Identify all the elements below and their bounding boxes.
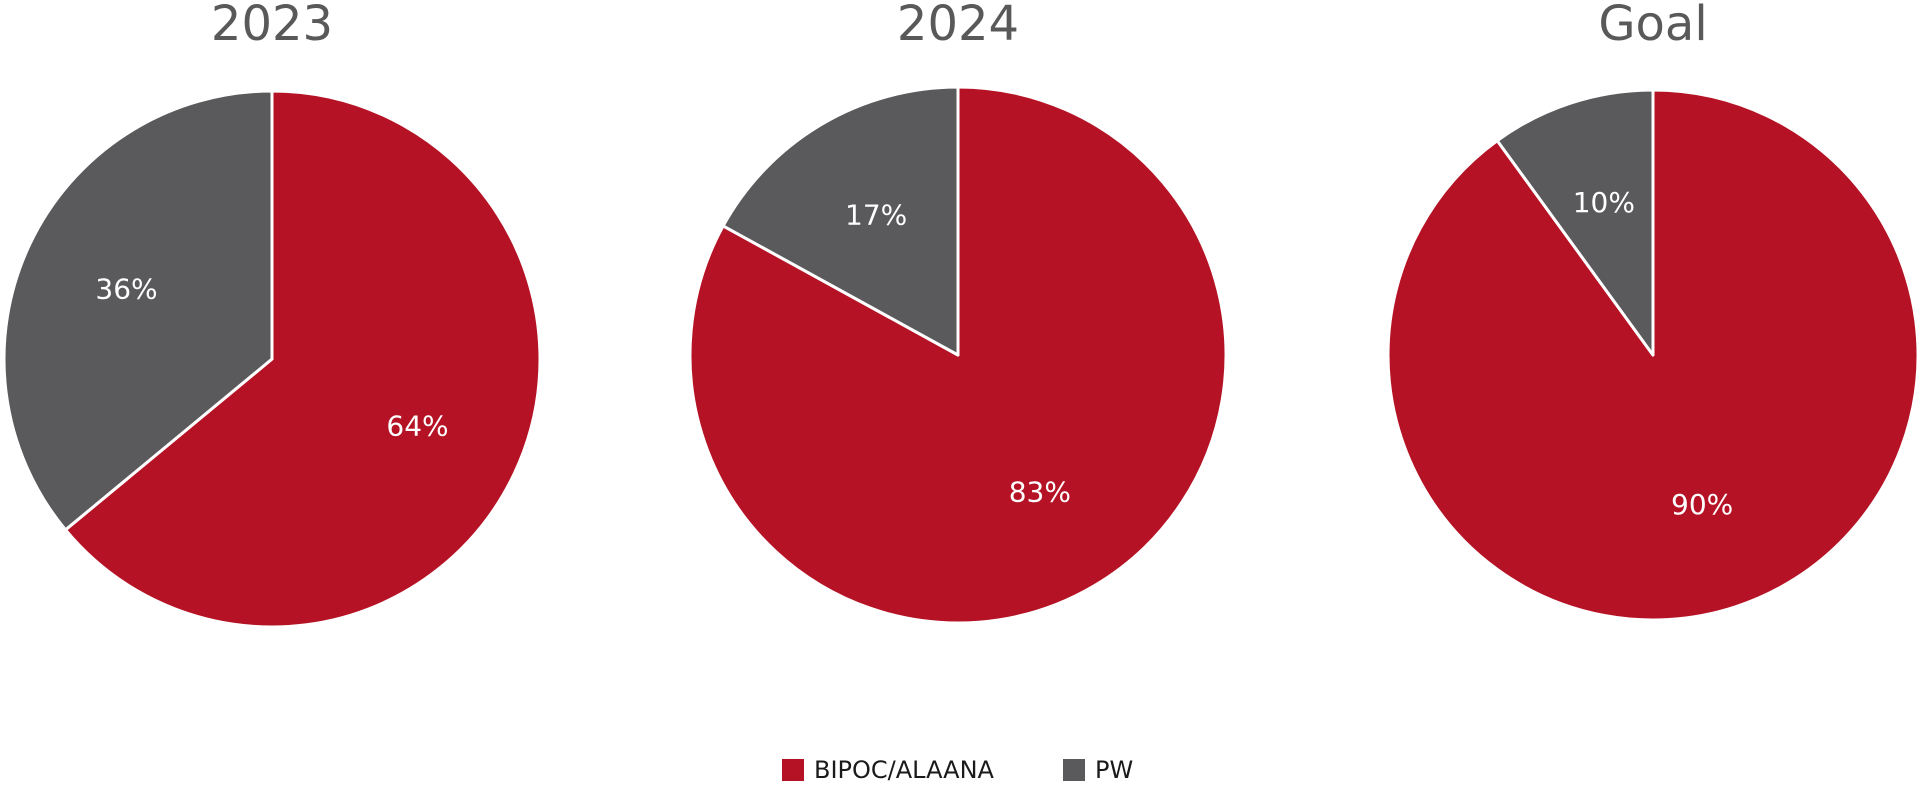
pie-title: 2023: [211, 0, 333, 52]
pie-slice: [2, 89, 274, 532]
pie-slice: [1495, 88, 1655, 357]
pie-title: 2024: [897, 0, 1019, 52]
pie-slice: [64, 89, 542, 629]
data-label: 64%: [386, 409, 448, 442]
data-label: 17%: [845, 199, 907, 232]
legend-swatch: [782, 759, 804, 781]
pie-title: Goal: [1598, 0, 1707, 52]
legend-label: BIPOC/ALAANA: [814, 756, 995, 784]
data-label: 83%: [1009, 475, 1071, 508]
data-label: 10%: [1573, 186, 1635, 219]
pie-slice: [721, 85, 960, 357]
legend-label: PW: [1095, 756, 1133, 784]
data-label: 36%: [95, 273, 157, 306]
data-label: 90%: [1671, 488, 1733, 521]
legend-swatch: [1063, 759, 1085, 781]
